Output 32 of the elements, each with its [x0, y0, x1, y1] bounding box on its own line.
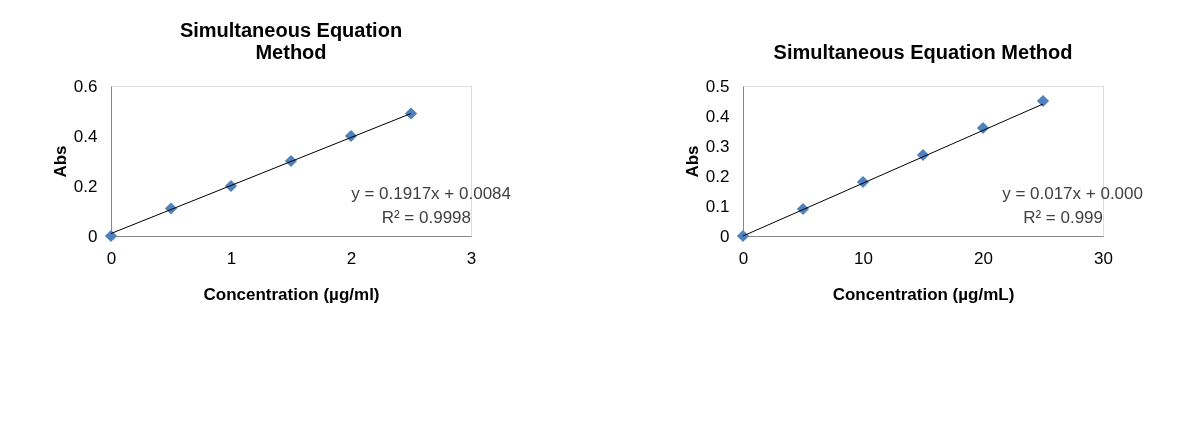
x-tick-label: 30: [1094, 248, 1113, 268]
x-tick-label: 10: [854, 248, 873, 268]
y-tick-label: 0: [88, 226, 98, 246]
y-tick-label: 0.3: [705, 136, 730, 156]
y-tick-label: 0: [720, 226, 730, 246]
y-tick-label: 0.4: [73, 126, 98, 146]
x-axis-title: Concentration (µg/ml): [203, 284, 380, 304]
x-tick-label: 1: [226, 248, 237, 268]
y-tick-label: 0.5: [705, 76, 730, 96]
x-tick-label: 2: [346, 248, 357, 268]
y-tick-label: 0.1: [705, 196, 730, 216]
y-tick-label: 0.6: [73, 76, 98, 96]
y-tick-label: 0.2: [73, 176, 98, 196]
text: Simultaneous Equation Method: [773, 41, 1073, 63]
x-tick-label: 0: [106, 248, 117, 268]
point: [1036, 94, 1050, 108]
x-tick-label: 3: [466, 248, 477, 268]
x-axis-title: Concentration (µg/mL): [832, 284, 1015, 304]
y-axis-title: Abs: [50, 145, 70, 178]
annotation: y = 0.1917x + 0.0084: [351, 184, 511, 203]
point: [104, 229, 118, 243]
annotation: y = 0.017x + 0.000: [1002, 184, 1143, 203]
point: [736, 229, 750, 243]
x-tick-label: 0: [738, 248, 749, 268]
text: Method: [255, 41, 327, 63]
annotation: R² = 0.9998: [381, 208, 471, 227]
y-axis-title: Abs: [682, 145, 702, 178]
text: Simultaneous Equation: [179, 19, 403, 41]
y-tick-label: 0.4: [705, 106, 730, 126]
x-tick-label: 20: [974, 248, 993, 268]
y-tick-label: 0.2: [705, 166, 730, 186]
annotation: R² = 0.999: [1023, 208, 1103, 227]
